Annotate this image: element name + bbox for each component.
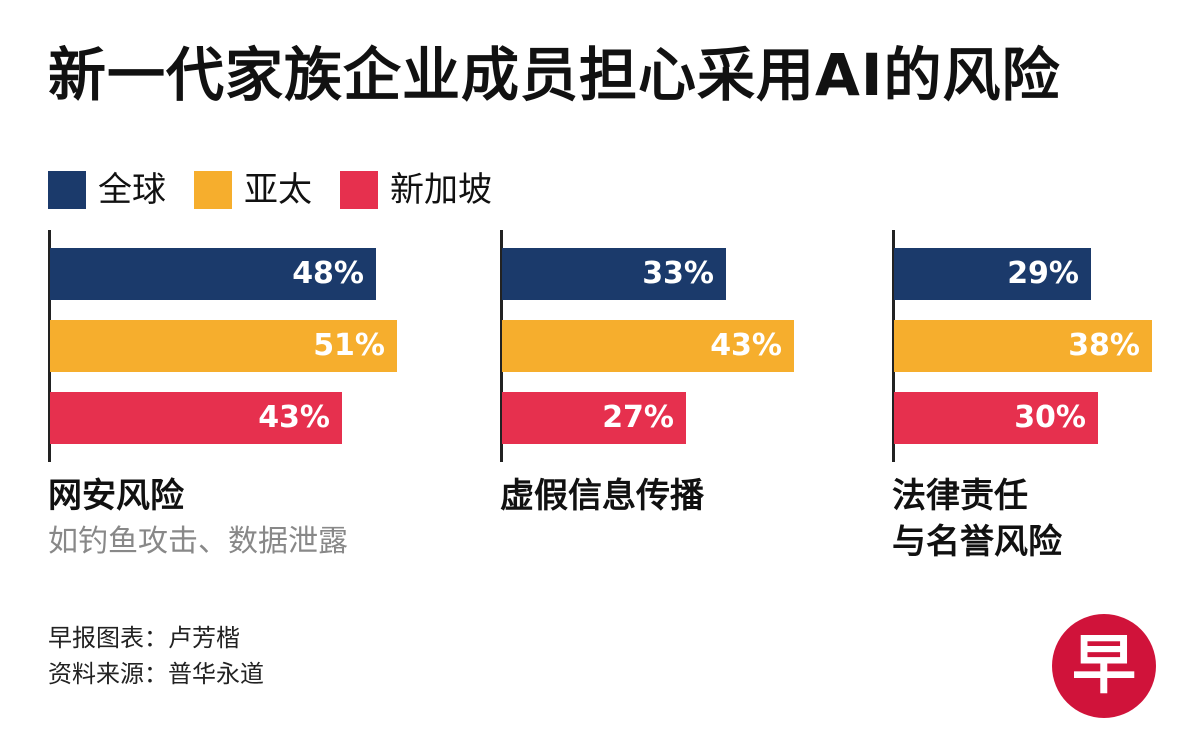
bar-legal-reputation-singapore: 30% (894, 392, 1098, 444)
legend-label-singapore: 新加坡 (390, 170, 492, 210)
legend-swatch-global (48, 171, 86, 209)
chart-title: 新一代家族企业成员担心采用AI的风险 (48, 41, 1061, 109)
legend-swatch-apac (194, 171, 232, 209)
legend-label-global: 全球 (98, 170, 166, 210)
credit-author: 早报图表：卢芳楷 (48, 624, 240, 652)
legend-label-apac: 亚太 (244, 170, 312, 210)
panel-misinformation: 33% 43% 27% 虚假信息传播 (500, 230, 800, 570)
category-title-cyber-risk: 网安风险 (48, 476, 184, 516)
credit-source: 资料来源：普华永道 (48, 660, 264, 688)
bar-legal-reputation-global: 29% (894, 248, 1091, 300)
legend: 全球 亚太 新加坡 (48, 170, 520, 210)
bar-value-label: 30% (1014, 400, 1086, 435)
bar-value-label: 27% (602, 400, 674, 435)
bar-value-label: 48% (292, 256, 364, 291)
axis-line (48, 230, 51, 462)
category-title-misinformation: 虚假信息传播 (500, 476, 704, 516)
category-subtitle-cyber-risk: 如钓鱼攻击、数据泄露 (48, 524, 348, 559)
bar-value-label: 33% (642, 256, 714, 291)
legend-item-apac: 亚太 (194, 170, 312, 210)
legend-item-singapore: 新加坡 (340, 170, 492, 210)
bar-misinformation-singapore: 27% (502, 392, 686, 444)
category-title-legal-reputation-line2: 与名誉风险 (892, 522, 1062, 562)
bar-value-label: 29% (1007, 256, 1079, 291)
axis-line (892, 230, 895, 462)
bar-value-label: 38% (1068, 328, 1140, 363)
panel-cyber-risk: 48% 51% 43% 网安风险如钓鱼攻击、数据泄露 (48, 230, 397, 570)
axis-line (500, 230, 503, 462)
bar-value-label: 51% (313, 328, 385, 363)
bar-misinformation-apac: 43% (502, 320, 794, 372)
bar-value-label: 43% (710, 328, 782, 363)
category-title-legal-reputation-line1: 法律责任 (892, 476, 1028, 516)
credits: 早报图表：卢芳楷 资料来源：普华永道 (48, 620, 264, 692)
bar-cyber-risk-global: 48% (50, 248, 376, 300)
bar-value-label: 43% (258, 400, 330, 435)
bar-cyber-risk-apac: 51% (50, 320, 397, 372)
zaobao-logo: 早 (1052, 614, 1156, 718)
legend-swatch-singapore (340, 171, 378, 209)
bar-cyber-risk-singapore: 43% (50, 392, 342, 444)
legend-item-global: 全球 (48, 170, 166, 210)
bar-misinformation-global: 33% (502, 248, 726, 300)
panel-legal-reputation: 29% 38% 30% 法律责任与名誉风险 (892, 230, 1192, 570)
logo-char: 早 (1072, 629, 1136, 703)
bar-legal-reputation-apac: 38% (894, 320, 1152, 372)
